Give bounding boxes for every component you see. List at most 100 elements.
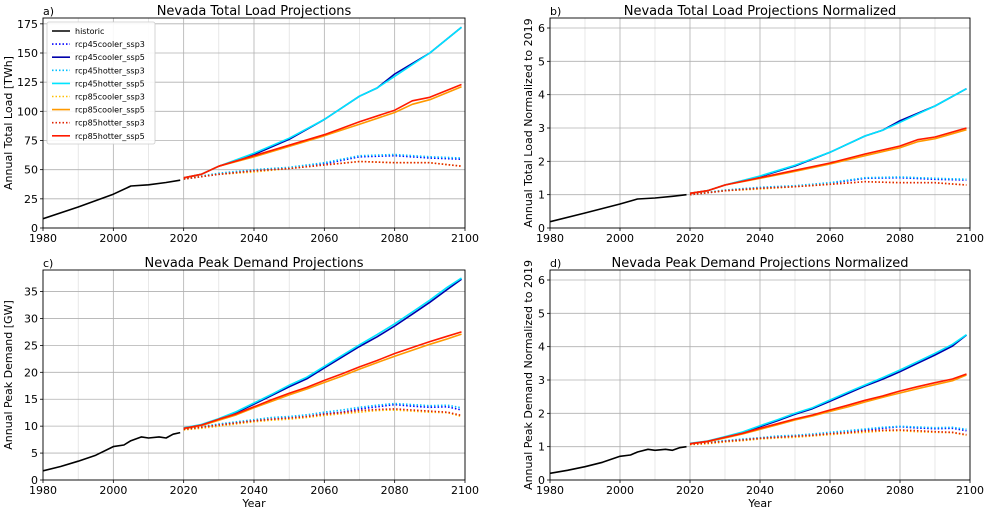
- y-tick-label: 1: [538, 189, 545, 202]
- x-tick-label: 1980: [536, 232, 564, 245]
- y-tick-label: 50: [24, 164, 38, 177]
- chart-title: Nevada Total Load Projections Normalized: [624, 4, 896, 19]
- axes-frame: [42, 269, 466, 481]
- x-tick-label: 2020: [676, 232, 704, 245]
- panel-3: 1980 2000 2020 2040 2060 2080 2100 0 5 10 15 20 25 30…: [2, 256, 479, 510]
- x-tick-label: 2040: [746, 232, 774, 245]
- panel-2: 1980 2000 2020 2040 2060 2080 2100 0 1 2 3 4 5 6 Nevad…: [522, 4, 984, 245]
- legend-entry: rcp45cooler_ssp3: [75, 40, 145, 49]
- legend-box: [46, 21, 156, 145]
- legend-entry: rcp45cooler_ssp5: [75, 53, 145, 62]
- x-tick-label: 2060: [310, 232, 338, 245]
- x-tick-label: 2060: [816, 232, 844, 245]
- x-tick-label: 2000: [99, 484, 127, 497]
- legend-entry: rcp85hotter_ssp5: [75, 132, 145, 141]
- y-tick-label: 2: [538, 407, 545, 420]
- y-tick-label: 3: [538, 122, 545, 135]
- series-line-rcp85hotter_ssp5: [689, 127, 967, 195]
- y-tick-label: 0: [538, 474, 545, 487]
- x-tick-label: 2020: [676, 484, 704, 497]
- x-tick-label: 2080: [381, 484, 409, 497]
- x-tick-label: 2000: [606, 232, 634, 245]
- panel-label: a): [43, 5, 54, 18]
- series-line-rcp45cooler_ssp3: [183, 154, 462, 180]
- legend-entry: rcp45hotter_ssp5: [75, 79, 145, 88]
- series-line-rcp45hotter_ssp3: [689, 176, 967, 196]
- y-tick-label: 0: [31, 474, 38, 487]
- y-axis-label: Annual Peak Demand [GW]: [2, 300, 15, 449]
- x-tick-label: 2100: [451, 232, 479, 245]
- chart-title: Nevada Peak Demand Projections Normalize…: [612, 256, 909, 271]
- x-tick-label: 2040: [746, 484, 774, 497]
- series-line-rcp85hotter_ssp3: [689, 429, 967, 446]
- y-tick-label: 20: [24, 366, 38, 379]
- x-tick-label: 2100: [956, 484, 984, 497]
- x-tick-label: 2080: [381, 232, 409, 245]
- y-tick-label: 5: [31, 447, 38, 460]
- y-tick-label: 5: [538, 55, 545, 68]
- x-tick-label: 2080: [886, 484, 914, 497]
- y-tick-label: 6: [538, 274, 545, 287]
- series-group: [550, 334, 967, 475]
- y-tick-label: 4: [538, 89, 545, 102]
- series-line-rcp45cooler_ssp3: [689, 176, 967, 196]
- y-tick-label: 2: [538, 155, 545, 168]
- y-tick-label: 15: [24, 393, 38, 406]
- series-line-rcp85hotter_ssp3: [183, 160, 462, 180]
- y-tick-label: 30: [24, 312, 38, 325]
- x-tick-label: 1980: [29, 232, 57, 245]
- y-tick-label: 3: [538, 374, 545, 387]
- y-tick-label: 0: [31, 222, 38, 235]
- panel-1: 1980 2000 2020 2040 2060 2080 2100 0 25 50 75 100 12…: [2, 4, 479, 245]
- series-group: [43, 26, 463, 220]
- panel-label: d): [550, 257, 561, 270]
- y-tick-label: 5: [538, 307, 545, 320]
- y-tick-label: 150: [17, 47, 38, 60]
- axes-frame: [549, 17, 971, 229]
- series-group: [43, 277, 462, 472]
- y-tick-label: 0: [538, 222, 545, 235]
- series-line-rcp85hotter_ssp3: [183, 408, 462, 431]
- series-line-rcp85cooler_ssp5: [183, 333, 462, 430]
- y-tick-label: 100: [17, 105, 38, 118]
- panel-4: 1980 2000 2020 2040 2060 2080 2100 0 1 2 3 4 5 6 Nevad…: [522, 256, 984, 510]
- x-tick-label: 2040: [240, 484, 268, 497]
- axes-frame: [42, 17, 466, 229]
- y-tick-label: 10: [24, 420, 38, 433]
- series-line-rcp45cooler_ssp5: [183, 278, 462, 430]
- legend: historic rcp45cooler_ssp3 rcp45cooler_ssp5…: [46, 21, 156, 145]
- series-group: [550, 87, 967, 223]
- legend-entry: historic: [75, 27, 104, 36]
- y-tick-label: 125: [17, 76, 38, 89]
- y-tick-label: 175: [17, 18, 38, 31]
- panel-label: c): [43, 257, 53, 270]
- y-tick-label: 1: [538, 441, 545, 454]
- y-tick-label: 4: [538, 341, 545, 354]
- legend-entry: rcp45hotter_ssp3: [75, 66, 145, 75]
- panel-label: b): [550, 5, 561, 18]
- y-tick-label: 25: [24, 193, 38, 206]
- x-tick-label: 2100: [956, 232, 984, 245]
- series-line-historic: [43, 431, 181, 472]
- x-tick-label: 1980: [29, 484, 57, 497]
- series-line-rcp85cooler_ssp3: [689, 429, 967, 446]
- legend-entry: rcp85cooler_ssp5: [75, 106, 145, 115]
- x-tick-label: 1980: [536, 484, 564, 497]
- x-tick-label: 2060: [816, 484, 844, 497]
- legend-entry: rcp85hotter_ssp3: [75, 119, 145, 128]
- x-axis-label: Year: [241, 497, 266, 510]
- series-line-rcp85hotter_ssp3: [689, 180, 967, 196]
- series-line-rcp85hotter_ssp5: [183, 331, 462, 430]
- x-tick-label: 2060: [310, 484, 338, 497]
- series-line-rcp45hotter_ssp3: [183, 153, 462, 180]
- x-tick-label: 2020: [170, 232, 198, 245]
- series-line-rcp85hotter_ssp5: [183, 83, 462, 179]
- y-tick-label: 25: [24, 339, 38, 352]
- x-axis-label: Year: [747, 497, 772, 510]
- series-line-historic: [550, 193, 687, 223]
- x-tick-label: 2040: [240, 232, 268, 245]
- series-line-historic: [43, 179, 181, 220]
- y-tick-label: 35: [24, 286, 38, 299]
- y-axis-label: Annual Peak Demand Normalized to 2019: [522, 260, 535, 490]
